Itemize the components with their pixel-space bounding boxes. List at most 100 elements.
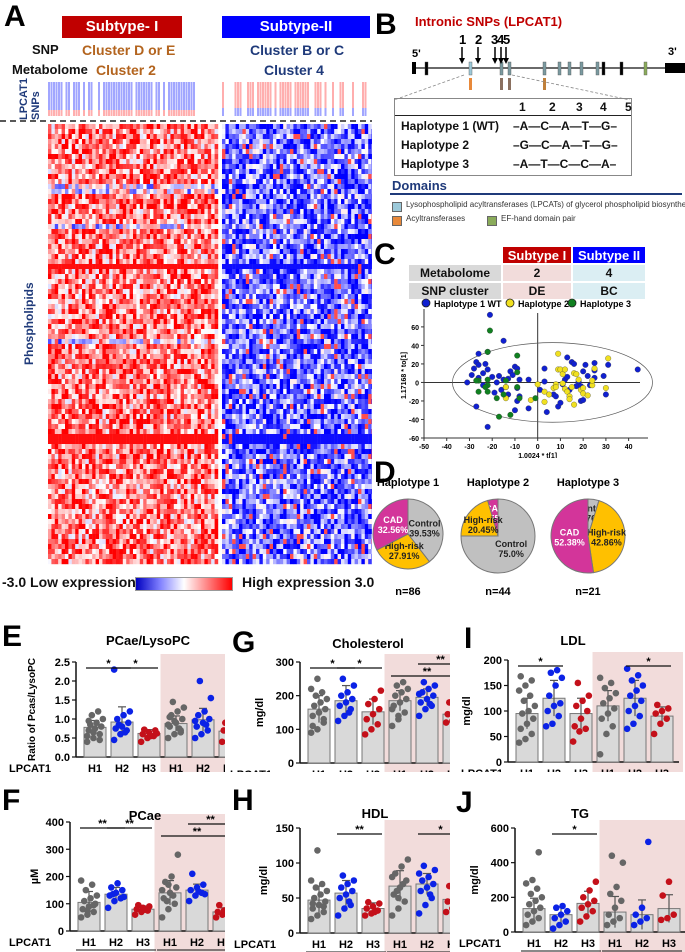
heatmap-cell — [239, 144, 243, 150]
heatmap-cell — [273, 349, 277, 355]
heatmap-cell — [232, 189, 236, 195]
heatmap-cell — [293, 129, 297, 135]
heatmap-cell — [119, 319, 123, 325]
heatmap-cell — [252, 139, 257, 145]
heatmap-cell — [313, 194, 318, 200]
heatmap-cell — [341, 274, 345, 280]
heatmap-cell — [317, 354, 321, 360]
heatmap-cell — [153, 224, 157, 230]
heatmap-cell — [245, 269, 250, 275]
heatmap-cell — [256, 159, 260, 165]
heatmap-cell — [225, 179, 229, 185]
heatmap-cell — [290, 264, 294, 270]
heatmap-cell — [286, 299, 291, 305]
heatmap-cell — [75, 299, 79, 305]
heatmap-cell — [48, 259, 52, 265]
heatmap-cell — [99, 229, 103, 235]
snp-cell — [143, 110, 145, 116]
heatmap-cell — [71, 289, 76, 295]
heatmap-cell — [358, 229, 362, 235]
heatmap-cell — [341, 344, 345, 350]
heatmap-cell — [180, 249, 185, 255]
heatmap-cell — [204, 204, 208, 210]
heatmap-cell — [361, 194, 365, 200]
heatmap-cell — [48, 344, 52, 350]
heatmap-cell — [109, 349, 113, 355]
heatmap-cell — [180, 294, 185, 300]
heatmap-cell — [211, 304, 215, 310]
heatmap-cell — [259, 294, 263, 300]
heatmap-cell — [112, 134, 117, 140]
heatmap-cell — [153, 134, 157, 140]
heatmap-cell — [222, 204, 226, 210]
heatmap-cell — [184, 214, 188, 220]
heatmap-cell — [201, 294, 205, 300]
heatmap-cell — [177, 159, 181, 165]
heatmap-cell — [344, 354, 348, 360]
heatmap-cell — [245, 179, 250, 185]
heatmap-cell — [317, 229, 321, 235]
heatmap-cell — [207, 179, 212, 185]
heatmap-cell — [54, 164, 59, 170]
heatmap-cell — [88, 319, 93, 325]
heatmap-cell — [327, 139, 331, 145]
heatmap-cell — [324, 329, 328, 335]
heatmap-cell — [266, 144, 270, 150]
heatmap-cell — [235, 254, 240, 260]
heatmap-cell — [249, 209, 253, 215]
heatmap-cell — [235, 294, 240, 300]
heatmap-cell — [58, 254, 62, 260]
heatmap-cell — [252, 359, 257, 365]
heatmap-cell — [364, 314, 369, 320]
heatmap-cell — [266, 324, 270, 330]
heatmap-cell — [54, 264, 59, 270]
heatmap-cell — [201, 279, 205, 285]
heatmap-cell — [239, 354, 243, 360]
heatmap-cell — [259, 199, 263, 205]
heatmap-cell — [222, 324, 226, 330]
heatmap-cell — [48, 164, 52, 170]
heatmap-cell — [146, 349, 151, 355]
heatmap-cell — [173, 354, 178, 360]
heatmap-cell — [78, 219, 83, 225]
heatmap-cell — [259, 359, 263, 365]
heatmap-cell — [334, 199, 338, 205]
heatmap-cell — [228, 154, 233, 160]
heatmap-cell — [300, 134, 304, 140]
heatmap-cell — [368, 169, 372, 175]
heatmap-cell — [105, 194, 110, 200]
heatmap-cell — [269, 169, 274, 175]
heatmap-cell — [51, 174, 55, 180]
heatmap-cell — [225, 124, 229, 130]
heatmap-cell — [112, 279, 117, 285]
heatmap-cell — [239, 179, 243, 185]
heatmap-cell — [133, 159, 137, 165]
heatmap-cell — [225, 304, 229, 310]
heatmap-cell — [347, 154, 352, 160]
heatmap-cell — [102, 324, 106, 330]
heatmap-cell — [368, 269, 372, 275]
heatmap-cell — [119, 169, 123, 175]
heatmap-cell — [351, 124, 355, 130]
heatmap-cell — [214, 179, 219, 185]
heatmap-cell — [133, 259, 137, 265]
heatmap-cell — [201, 139, 205, 145]
heatmap-cell — [204, 169, 208, 175]
heatmap-cell — [105, 344, 110, 350]
snp-cell — [185, 110, 188, 116]
heatmap-cell — [228, 189, 233, 195]
heatmap-cell — [122, 264, 127, 270]
heatmap-cell — [65, 239, 69, 245]
heatmap-cell — [300, 269, 304, 275]
heatmap-cell — [337, 294, 342, 300]
heatmap-cell — [180, 339, 185, 345]
heatmap-cell — [187, 254, 191, 260]
heatmap-cell — [160, 194, 164, 200]
heatmap-cell — [133, 219, 137, 225]
heatmap-cell — [249, 349, 253, 355]
heatmap-cell — [194, 264, 198, 270]
heatmap-cell — [156, 264, 161, 270]
heatmap-cell — [283, 219, 287, 225]
heatmap-cell — [197, 179, 202, 185]
heatmap-cell — [126, 314, 130, 320]
